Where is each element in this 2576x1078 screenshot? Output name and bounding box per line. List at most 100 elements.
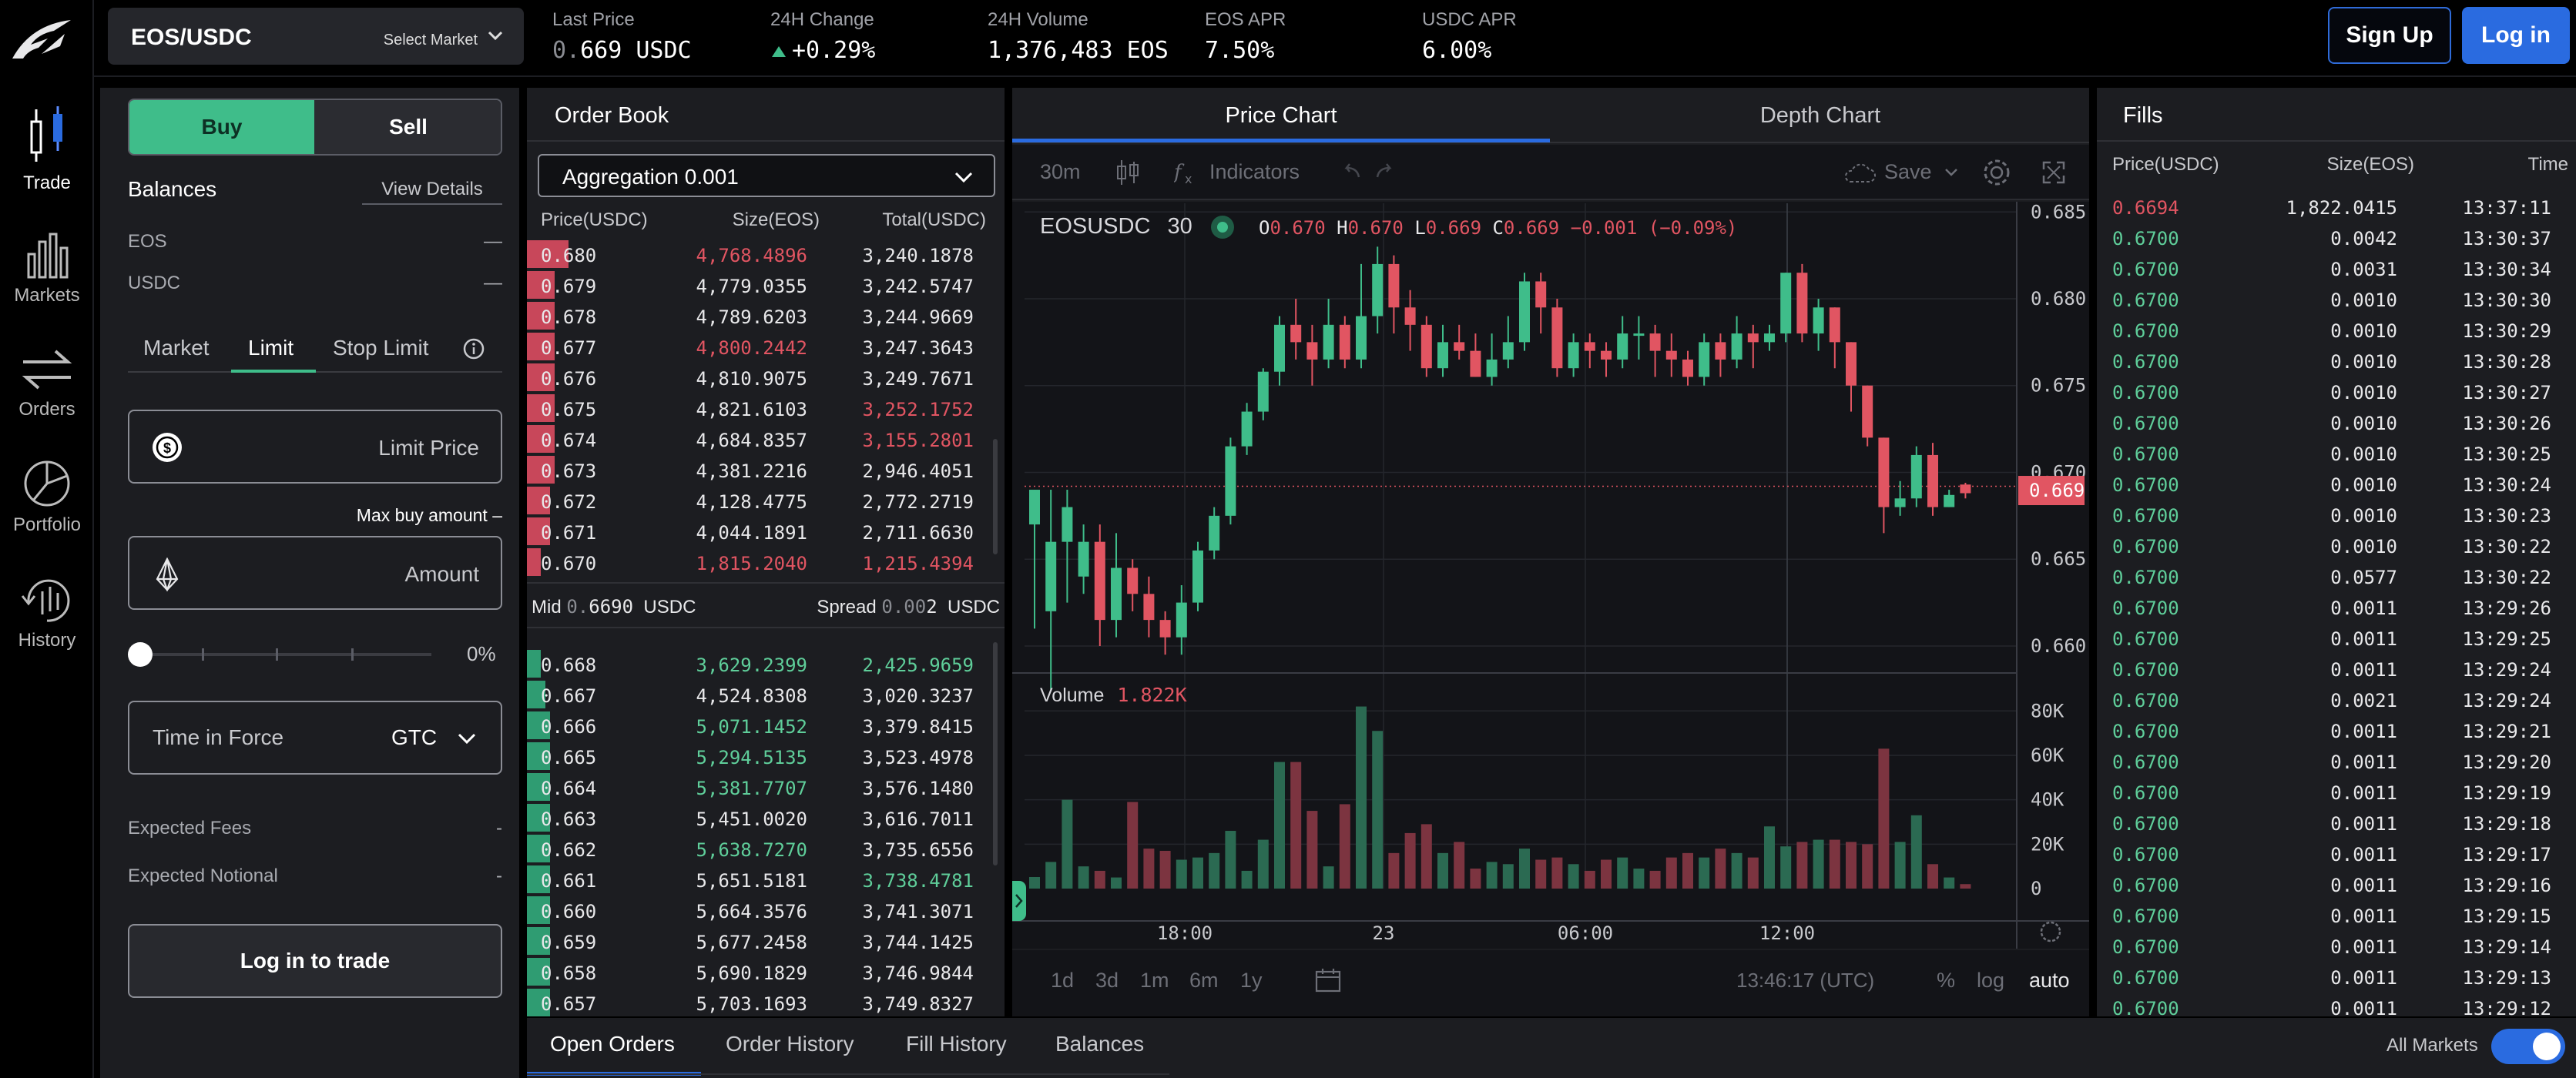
candle-type-icon[interactable] bbox=[1114, 159, 1142, 186]
bid-row[interactable]: 0.665 5,294.5135 3,523.4978 bbox=[527, 741, 992, 772]
tab-stop-limit[interactable]: Stop Limit bbox=[333, 336, 429, 360]
bid-row[interactable]: 0.657 5,703.1693 3,749.8327 bbox=[527, 987, 992, 1018]
fill-row[interactable]: 0.6700 0.0010 13:30:29 bbox=[2097, 314, 2559, 345]
fill-row[interactable]: 0.6700 0.0577 13:30:22 bbox=[2097, 561, 2559, 591]
fill-row[interactable]: 0.6700 0.0011 13:29:24 bbox=[2097, 653, 2559, 684]
bid-row[interactable]: 0.662 5,638.7270 3,735.6556 bbox=[527, 833, 992, 864]
time-in-force-select[interactable]: Time in Force GTC bbox=[128, 701, 502, 775]
fill-row[interactable]: 0.6700 0.0011 13:29:25 bbox=[2097, 622, 2559, 653]
ask-row[interactable]: 0.674 4,684.8357 3,155.2801 bbox=[527, 424, 992, 454]
nav-trade[interactable]: Trade bbox=[0, 105, 94, 205]
undo-icon[interactable] bbox=[1340, 162, 1362, 182]
fill-row[interactable]: 0.6700 0.0011 13:29:26 bbox=[2097, 591, 2559, 622]
fill-row[interactable]: 0.6700 0.0010 13:30:25 bbox=[2097, 437, 2559, 468]
nav-history[interactable]: History bbox=[0, 576, 94, 676]
tab-open-orders[interactable]: Open Orders bbox=[550, 1032, 675, 1056]
ask-row[interactable]: 0.671 4,044.1891 2,711.6630 bbox=[527, 516, 992, 547]
redo-icon[interactable] bbox=[1374, 162, 1396, 182]
limit-price-input[interactable]: $ Limit Price bbox=[128, 410, 502, 484]
expand-handle[interactable] bbox=[1012, 881, 1026, 921]
fill-row[interactable]: 0.6700 0.0010 13:30:22 bbox=[2097, 530, 2559, 561]
bid-row[interactable]: 0.659 5,677.2458 3,744.1425 bbox=[527, 926, 992, 956]
fill-row[interactable]: 0.6700 0.0010 13:30:27 bbox=[2097, 376, 2559, 407]
percent-scale-toggle[interactable]: % bbox=[1937, 969, 1956, 992]
range-3d[interactable]: 3d bbox=[1095, 969, 1119, 992]
bid-row[interactable]: 0.661 5,651.5181 3,738.4781 bbox=[527, 864, 992, 895]
tab-balances[interactable]: Balances bbox=[1055, 1032, 1145, 1056]
tab-depth-chart[interactable]: Depth Chart bbox=[1759, 103, 1881, 128]
indicators-button[interactable]: Indicators bbox=[1209, 160, 1300, 183]
log-in-button[interactable]: Log in bbox=[2462, 7, 2570, 64]
info-icon[interactable] bbox=[462, 337, 485, 360]
sell-button[interactable]: Sell bbox=[314, 100, 501, 154]
bid-row[interactable]: 0.666 5,071.1452 3,379.8415 bbox=[527, 710, 992, 741]
log-in-to-trade-button[interactable]: Log in to trade bbox=[128, 924, 502, 998]
amount-input[interactable]: Amount bbox=[128, 536, 502, 610]
sign-up-button[interactable]: Sign Up bbox=[2328, 7, 2451, 64]
gear-icon[interactable] bbox=[1981, 157, 2012, 188]
fill-row[interactable]: 0.6700 0.0010 13:30:30 bbox=[2097, 283, 2559, 314]
save-button[interactable]: Save bbox=[1884, 160, 1932, 183]
interval-button[interactable]: 30m bbox=[1040, 160, 1081, 183]
fill-row[interactable]: 0.6700 0.0011 13:29:16 bbox=[2097, 869, 2559, 899]
range-1y[interactable]: 1y bbox=[1240, 969, 1263, 992]
fill-row[interactable]: 0.6694 1,822.0415 13:37:11 bbox=[2097, 191, 2559, 222]
nav-portfolio[interactable]: Portfolio bbox=[0, 459, 94, 559]
buy-button[interactable]: Buy bbox=[129, 100, 314, 154]
chevron-down-icon[interactable] bbox=[1944, 168, 1958, 177]
slider-handle[interactable] bbox=[128, 642, 153, 667]
fill-row[interactable]: 0.6700 0.0010 13:30:24 bbox=[2097, 468, 2559, 499]
auto-scale-toggle[interactable]: auto bbox=[2029, 969, 2070, 992]
calendar-icon[interactable] bbox=[1314, 967, 1342, 993]
fill-row[interactable]: 0.6700 0.0011 13:29:12 bbox=[2097, 992, 2559, 1016]
bid-row[interactable]: 0.668 3,629.2399 2,425.9659 bbox=[527, 648, 992, 679]
range-6m[interactable]: 6m bbox=[1189, 969, 1219, 992]
ask-row[interactable]: 0.679 4,779.0355 3,242.5747 bbox=[527, 270, 992, 300]
ask-row[interactable]: 0.670 1,815.2040 1,215.4394 bbox=[527, 547, 992, 578]
market-selector[interactable]: EOS/USDC Select Market bbox=[108, 8, 524, 65]
aggregation-select[interactable]: Aggregation 0.001 bbox=[538, 154, 995, 197]
tab-order-history[interactable]: Order History bbox=[726, 1032, 854, 1056]
chart-clock[interactable]: 13:46:17 (UTC) bbox=[1736, 969, 1875, 992]
fill-row[interactable]: 0.6700 0.0011 13:29:21 bbox=[2097, 715, 2559, 745]
ask-row[interactable]: 0.680 4,768.4896 3,240.1878 bbox=[527, 239, 992, 270]
fill-row[interactable]: 0.6700 0.0011 13:29:13 bbox=[2097, 961, 2559, 992]
tab-limit[interactable]: Limit bbox=[248, 336, 294, 360]
fill-row[interactable]: 0.6700 0.0011 13:29:18 bbox=[2097, 807, 2559, 838]
range-1m[interactable]: 1m bbox=[1140, 969, 1169, 992]
scrollbar[interactable] bbox=[993, 642, 998, 865]
fullscreen-icon[interactable] bbox=[2041, 160, 2066, 185]
nav-orders[interactable]: Orders bbox=[0, 346, 94, 447]
fill-row[interactable]: 0.6700 0.0042 13:30:37 bbox=[2097, 222, 2559, 253]
fill-row[interactable]: 0.6700 0.0011 13:29:19 bbox=[2097, 776, 2559, 807]
candlestick-chart[interactable]: 0.685 0.680 0.675 0.670 0.665 0.660 0.669 80K 60… bbox=[1012, 88, 2089, 1016]
ask-row[interactable]: 0.672 4,128.4775 2,772.2719 bbox=[527, 485, 992, 516]
ask-row[interactable]: 0.678 4,789.6203 3,244.9669 bbox=[527, 300, 992, 331]
ask-row[interactable]: 0.676 4,810.9075 3,249.7671 bbox=[527, 362, 992, 393]
fill-row[interactable]: 0.6700 0.0011 13:29:20 bbox=[2097, 745, 2559, 776]
tab-market[interactable]: Market bbox=[143, 336, 210, 360]
fill-row[interactable]: 0.6700 0.0010 13:30:23 bbox=[2097, 499, 2559, 530]
bid-row[interactable]: 0.667 4,524.8308 3,020.3237 bbox=[527, 679, 992, 710]
range-1d[interactable]: 1d bbox=[1051, 969, 1075, 992]
tab-fill-history[interactable]: Fill History bbox=[906, 1032, 1007, 1056]
nav-markets[interactable]: Markets bbox=[0, 231, 94, 331]
scrollbar[interactable] bbox=[993, 439, 998, 554]
fill-row[interactable]: 0.6700 0.0011 13:29:17 bbox=[2097, 838, 2559, 869]
bid-row[interactable]: 0.660 5,664.3576 3,741.3071 bbox=[527, 895, 992, 926]
bid-row[interactable]: 0.664 5,381.7707 3,576.1480 bbox=[527, 772, 992, 802]
view-details-link[interactable]: View Details bbox=[362, 179, 502, 205]
tab-price-chart[interactable]: Price Chart bbox=[1225, 103, 1337, 128]
ask-row[interactable]: 0.677 4,800.2442 3,247.3643 bbox=[527, 331, 992, 362]
fill-row[interactable]: 0.6700 0.0021 13:29:24 bbox=[2097, 684, 2559, 715]
all-markets-toggle[interactable] bbox=[2491, 1029, 2565, 1064]
fill-row[interactable]: 0.6700 0.0011 13:29:15 bbox=[2097, 899, 2559, 930]
ask-row[interactable]: 0.675 4,821.6103 3,252.1752 bbox=[527, 393, 992, 424]
fill-row[interactable]: 0.6700 0.0011 13:29:14 bbox=[2097, 930, 2559, 961]
fill-row[interactable]: 0.6700 0.0010 13:30:28 bbox=[2097, 345, 2559, 376]
ask-row[interactable]: 0.673 4,381.2216 2,946.4051 bbox=[527, 454, 992, 485]
fill-row[interactable]: 0.6700 0.0010 13:30:26 bbox=[2097, 407, 2559, 437]
log-scale-toggle[interactable]: log bbox=[1977, 969, 2005, 992]
fill-row[interactable]: 0.6700 0.0031 13:30:34 bbox=[2097, 253, 2559, 283]
bid-row[interactable]: 0.663 5,451.0020 3,616.7011 bbox=[527, 802, 992, 833]
